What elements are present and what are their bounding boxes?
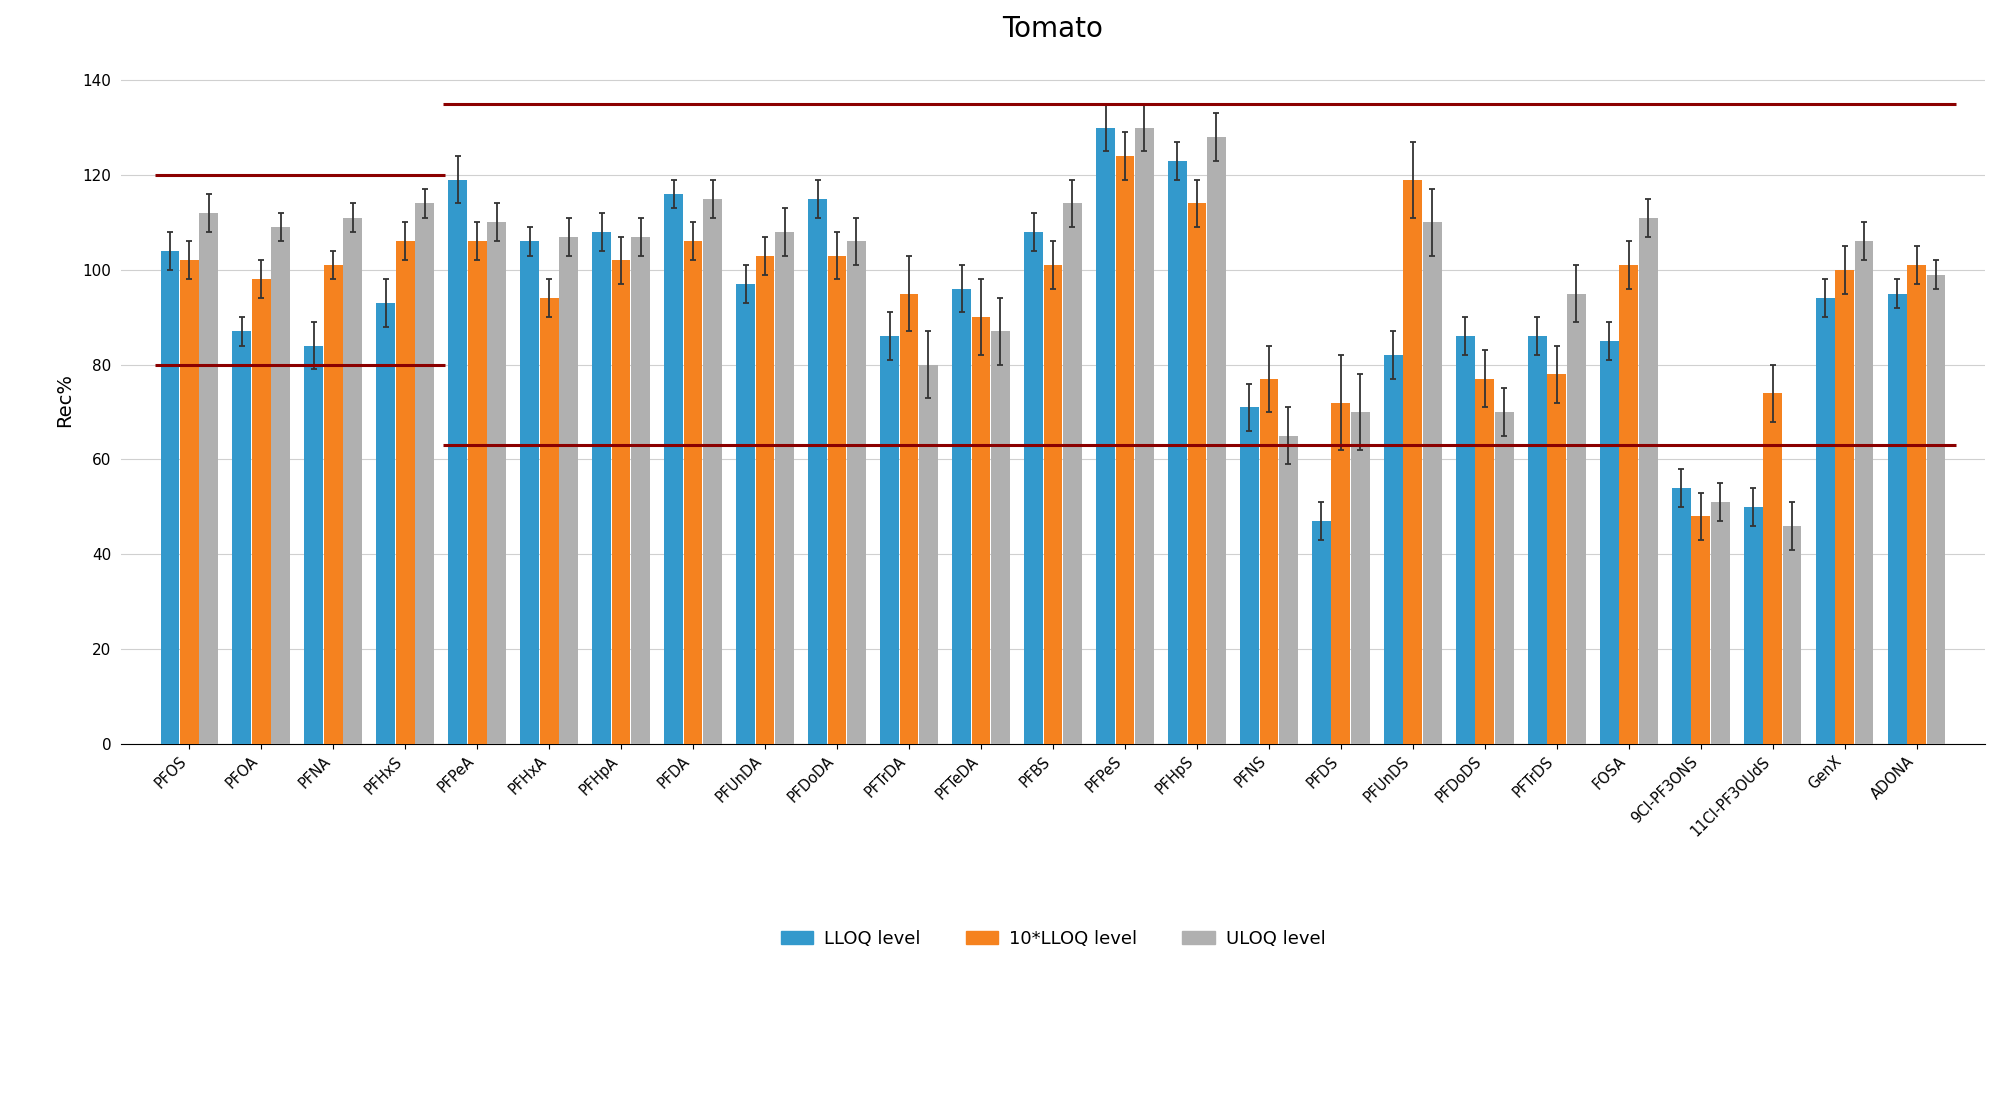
Bar bbox=[304, 346, 324, 744]
Bar bbox=[1456, 336, 1474, 744]
Bar bbox=[344, 217, 362, 744]
Bar bbox=[1764, 393, 1782, 744]
Bar bbox=[972, 317, 990, 744]
Bar bbox=[1620, 265, 1638, 744]
Bar bbox=[1926, 274, 1946, 744]
Bar bbox=[952, 289, 970, 744]
Bar bbox=[1312, 521, 1330, 744]
Bar bbox=[1168, 161, 1186, 744]
Bar bbox=[612, 260, 630, 744]
Bar bbox=[560, 237, 578, 744]
Bar bbox=[1350, 412, 1370, 744]
Bar bbox=[520, 241, 540, 744]
Bar bbox=[1044, 265, 1062, 744]
Bar bbox=[900, 294, 918, 744]
Bar bbox=[1404, 180, 1422, 744]
Bar bbox=[684, 241, 702, 744]
Bar bbox=[1816, 298, 1834, 744]
Bar bbox=[848, 241, 866, 744]
Bar bbox=[880, 336, 898, 744]
Bar bbox=[1064, 203, 1082, 744]
Bar bbox=[416, 203, 434, 744]
Legend: LLOQ level, 10*LLOQ level, ULOQ level: LLOQ level, 10*LLOQ level, ULOQ level bbox=[774, 923, 1332, 954]
Bar bbox=[1672, 488, 1690, 744]
Title: Tomato: Tomato bbox=[1002, 15, 1104, 43]
Bar bbox=[1908, 265, 1926, 744]
Y-axis label: Rec%: Rec% bbox=[56, 373, 74, 427]
Bar bbox=[1692, 517, 1710, 744]
Bar bbox=[756, 256, 774, 744]
Bar bbox=[1116, 156, 1134, 744]
Bar bbox=[1638, 217, 1658, 744]
Bar bbox=[1854, 241, 1874, 744]
Bar bbox=[1494, 412, 1514, 744]
Bar bbox=[160, 251, 180, 744]
Bar bbox=[448, 180, 468, 744]
Bar bbox=[1476, 378, 1494, 744]
Bar bbox=[1528, 336, 1546, 744]
Bar bbox=[1782, 525, 1802, 744]
Bar bbox=[488, 223, 506, 744]
Bar bbox=[1422, 223, 1442, 744]
Bar bbox=[736, 284, 756, 744]
Bar bbox=[1136, 127, 1154, 744]
Bar bbox=[272, 227, 290, 744]
Bar bbox=[1600, 341, 1618, 744]
Bar bbox=[592, 231, 612, 744]
Bar bbox=[540, 298, 558, 744]
Bar bbox=[376, 303, 396, 744]
Bar bbox=[1548, 374, 1566, 744]
Bar bbox=[828, 256, 846, 744]
Bar bbox=[1206, 137, 1226, 744]
Bar bbox=[1836, 270, 1854, 744]
Bar bbox=[1188, 203, 1206, 744]
Bar bbox=[1566, 294, 1586, 744]
Bar bbox=[1384, 355, 1402, 744]
Bar bbox=[664, 194, 684, 744]
Bar bbox=[180, 260, 198, 744]
Bar bbox=[468, 241, 486, 744]
Bar bbox=[1096, 127, 1114, 744]
Bar bbox=[232, 331, 252, 744]
Bar bbox=[396, 241, 414, 744]
Bar bbox=[1024, 231, 1042, 744]
Bar bbox=[992, 331, 1010, 744]
Bar bbox=[1260, 378, 1278, 744]
Bar bbox=[1710, 502, 1730, 744]
Bar bbox=[632, 237, 650, 744]
Bar bbox=[808, 199, 826, 744]
Bar bbox=[1888, 294, 1906, 744]
Bar bbox=[1744, 507, 1762, 744]
Bar bbox=[324, 265, 342, 744]
Bar bbox=[1332, 403, 1350, 744]
Bar bbox=[704, 199, 722, 744]
Bar bbox=[200, 213, 218, 744]
Bar bbox=[920, 364, 938, 744]
Bar bbox=[776, 231, 794, 744]
Bar bbox=[1240, 407, 1258, 744]
Bar bbox=[252, 280, 270, 744]
Bar bbox=[1278, 436, 1298, 744]
